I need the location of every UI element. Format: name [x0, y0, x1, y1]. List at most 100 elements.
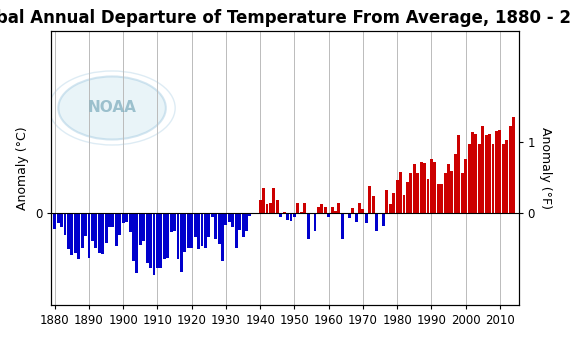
Title: Global Annual Departure of Temperature From Average, 1880 - 2014: Global Annual Departure of Temperature F… — [0, 9, 570, 27]
Bar — [423, 163, 426, 213]
Bar — [142, 213, 145, 241]
Bar — [201, 213, 203, 246]
Bar — [290, 213, 292, 221]
Bar — [464, 159, 467, 213]
Bar — [63, 213, 67, 235]
Bar — [190, 213, 193, 248]
Bar — [204, 213, 207, 248]
Bar — [272, 187, 275, 213]
Bar — [276, 200, 279, 213]
Bar — [430, 159, 433, 213]
Bar — [91, 213, 94, 241]
Bar — [498, 130, 502, 213]
Bar — [228, 213, 231, 222]
Bar — [484, 135, 487, 213]
Bar — [218, 213, 221, 244]
Bar — [296, 203, 299, 213]
Bar — [416, 174, 419, 213]
Bar — [105, 213, 108, 243]
Bar — [160, 213, 162, 268]
Bar — [84, 213, 87, 236]
Bar — [491, 144, 494, 213]
Bar — [173, 213, 176, 231]
Bar — [293, 213, 296, 217]
Bar — [194, 213, 197, 237]
Bar — [478, 144, 481, 213]
Bar — [307, 213, 310, 239]
Bar — [327, 213, 330, 217]
Bar — [74, 213, 77, 253]
Bar — [60, 213, 63, 227]
Bar — [184, 213, 186, 252]
Bar — [262, 187, 265, 213]
Bar — [334, 211, 337, 213]
Bar — [382, 213, 385, 226]
Bar — [235, 213, 238, 248]
Bar — [231, 213, 234, 227]
Bar — [512, 117, 515, 213]
Bar — [481, 126, 484, 213]
Bar — [115, 213, 118, 246]
Bar — [146, 213, 149, 263]
Bar — [440, 184, 443, 213]
Bar — [187, 213, 190, 248]
Bar — [70, 213, 74, 255]
Bar — [396, 180, 398, 213]
Bar — [119, 213, 121, 235]
Bar — [402, 195, 405, 213]
Bar — [392, 193, 395, 213]
Bar — [310, 213, 313, 214]
Bar — [508, 126, 512, 213]
Bar — [266, 204, 268, 213]
Bar — [317, 207, 320, 213]
Bar — [245, 213, 248, 231]
Bar — [81, 213, 84, 248]
Bar — [337, 203, 340, 213]
Bar — [351, 208, 354, 213]
Bar — [348, 213, 351, 218]
Y-axis label: Anomaly (°C): Anomaly (°C) — [17, 127, 29, 210]
Bar — [214, 213, 217, 239]
Bar — [88, 213, 91, 258]
Bar — [197, 213, 200, 249]
Bar — [385, 190, 388, 213]
Bar — [170, 213, 173, 232]
Bar — [225, 213, 227, 225]
Bar — [279, 213, 282, 217]
Bar — [361, 209, 364, 213]
Bar — [495, 131, 498, 213]
Bar — [95, 213, 97, 248]
Bar — [413, 164, 416, 213]
Bar — [122, 213, 125, 223]
Bar — [238, 213, 241, 230]
Bar — [53, 213, 56, 229]
Bar — [300, 212, 303, 213]
Bar — [461, 174, 463, 213]
Bar — [406, 183, 409, 213]
Bar — [467, 144, 470, 213]
Bar — [56, 213, 60, 223]
Bar — [389, 204, 392, 213]
Bar — [129, 213, 132, 232]
Bar — [108, 213, 111, 227]
Bar — [447, 164, 450, 213]
Bar — [443, 174, 446, 213]
Bar — [505, 140, 508, 213]
Bar — [457, 135, 460, 213]
Bar — [98, 213, 101, 253]
Bar — [314, 213, 316, 231]
Bar — [101, 213, 104, 254]
Bar — [132, 213, 135, 261]
Bar — [378, 213, 381, 214]
Bar — [112, 213, 115, 227]
Bar — [450, 171, 453, 213]
Bar — [358, 203, 361, 213]
Bar — [471, 133, 474, 213]
Bar — [163, 213, 166, 259]
Bar — [166, 213, 169, 258]
Bar — [177, 213, 180, 259]
Bar — [211, 213, 214, 217]
Bar — [368, 186, 371, 213]
Bar — [149, 213, 152, 268]
Bar — [365, 213, 368, 223]
